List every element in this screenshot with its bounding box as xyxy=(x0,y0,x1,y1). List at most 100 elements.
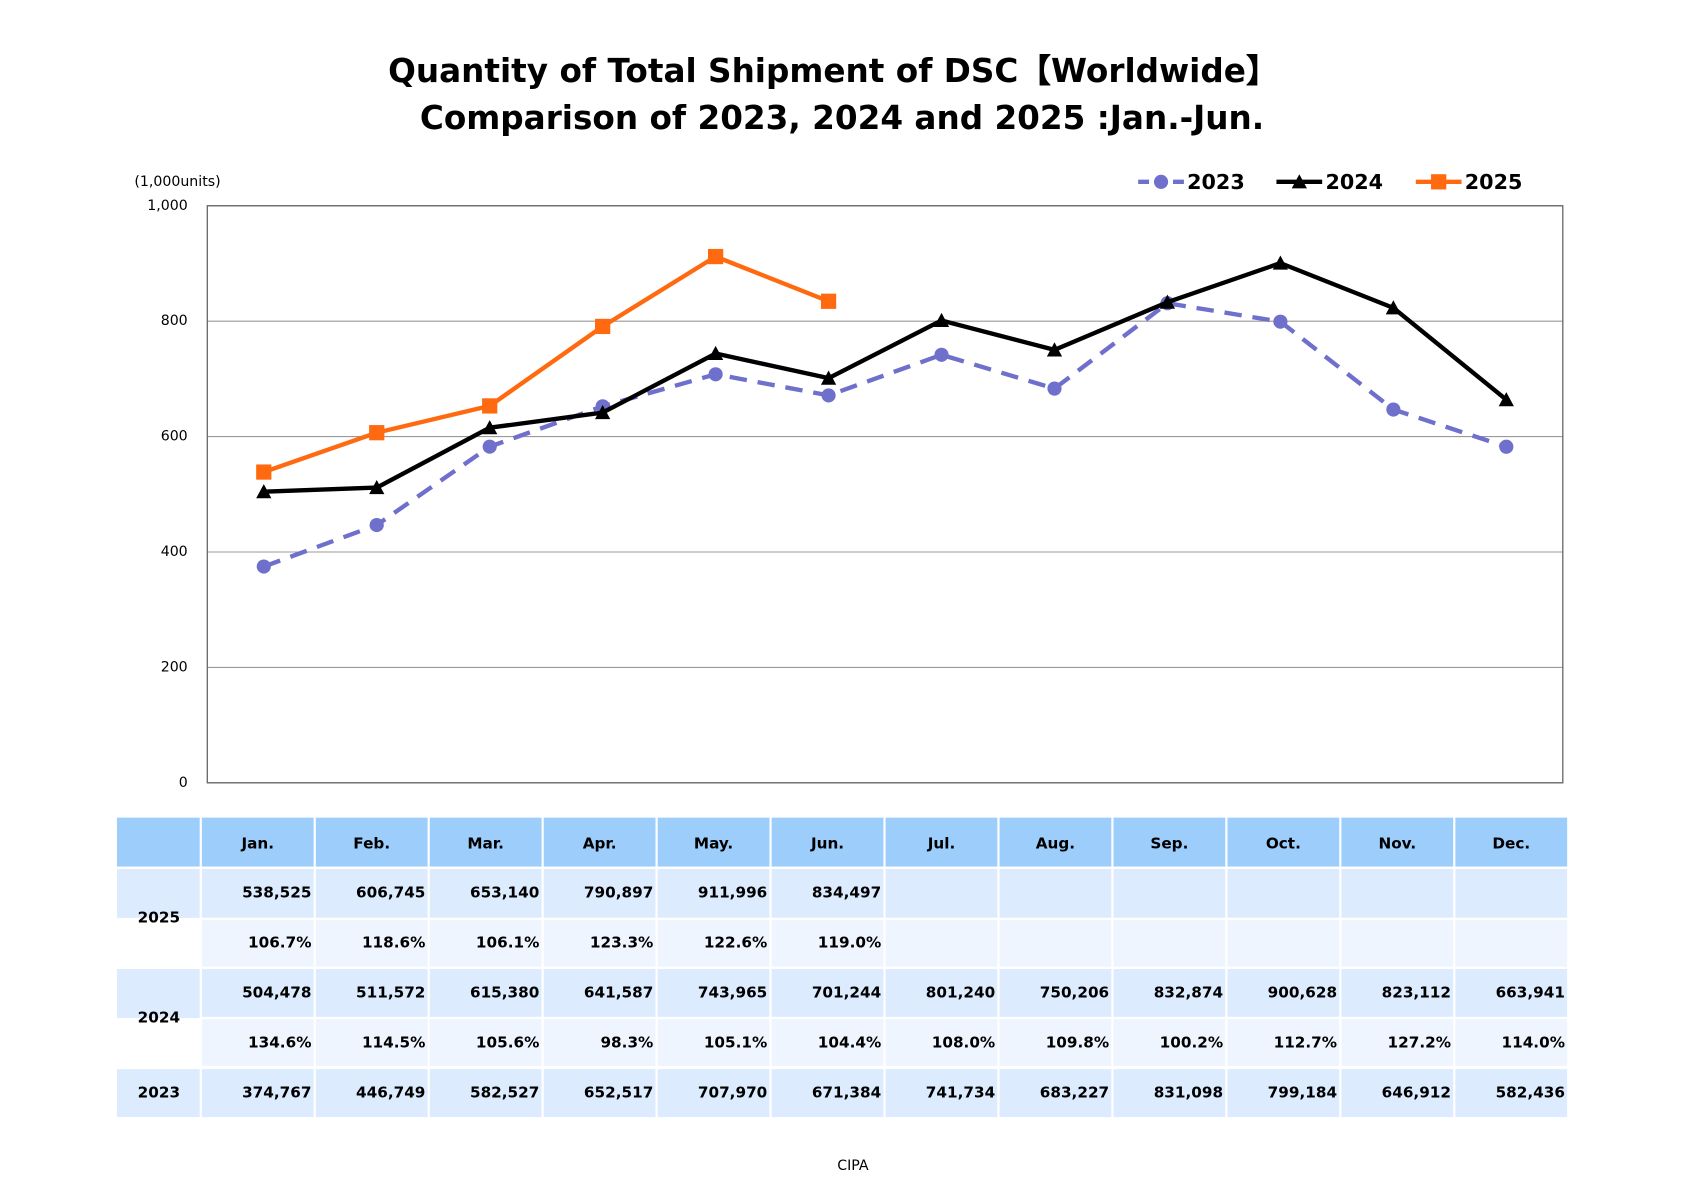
marker xyxy=(1153,174,1169,189)
marker xyxy=(707,345,724,361)
marker xyxy=(1291,174,1307,189)
table-header: Jan. xyxy=(240,834,274,852)
table-header: Dec. xyxy=(1492,834,1530,852)
table-value: 832,874 xyxy=(1154,983,1223,1001)
series-line xyxy=(263,254,830,475)
marker xyxy=(256,464,272,480)
marker xyxy=(369,517,384,533)
y-tick-label: 200 xyxy=(161,659,188,675)
table-value: 834,497 xyxy=(812,883,881,901)
marker xyxy=(1386,402,1401,417)
y-tick-label: 800 xyxy=(161,313,188,329)
table-value: 900,628 xyxy=(1268,983,1337,1001)
table-header: Feb. xyxy=(353,834,390,852)
table-value: 707,970 xyxy=(698,1084,767,1102)
chart-title: Quantity of Total Shipment of DSC【Worldw… xyxy=(388,52,1278,90)
y-axis-label: (1,000units) xyxy=(134,174,220,190)
marker xyxy=(1272,255,1289,270)
table-value: 653,140 xyxy=(470,883,539,901)
marker xyxy=(256,484,272,499)
table-value: 750,206 xyxy=(1040,983,1109,1001)
table-header: Sep. xyxy=(1150,834,1188,852)
chart-subtitle: Comparison of 2023, 2024 and 2025 :Jan.-… xyxy=(420,99,1264,137)
y-tick-label: 400 xyxy=(161,544,188,560)
table-ratio: 127.2% xyxy=(1388,1034,1451,1052)
table-ratio: 112.7% xyxy=(1274,1034,1337,1052)
table-row-header: 2024 xyxy=(138,1008,180,1026)
marker xyxy=(1046,342,1063,357)
table-ratio: 122.6% xyxy=(704,933,767,951)
table-value: 823,112 xyxy=(1382,983,1451,1001)
table-header-bg xyxy=(116,817,1569,867)
table-header: May. xyxy=(694,834,733,852)
table-ratio: 100.2% xyxy=(1160,1034,1223,1052)
legend-label: 2024 xyxy=(1325,170,1383,194)
table-ratio: 104.4% xyxy=(818,1034,881,1052)
table-value: 671,384 xyxy=(812,1084,881,1102)
table-ratio: 114.5% xyxy=(362,1034,425,1052)
marker xyxy=(256,559,271,574)
marker xyxy=(482,420,498,435)
table-value: 790,897 xyxy=(584,883,653,901)
marker xyxy=(1273,314,1288,329)
table-header: Mar. xyxy=(467,834,504,852)
table-value: 652,517 xyxy=(584,1084,653,1102)
marker xyxy=(933,312,950,327)
y-tick-label: 0 xyxy=(179,775,188,791)
table-row-bg xyxy=(116,1069,1569,1118)
marker xyxy=(369,425,385,441)
table-value: 741,734 xyxy=(926,1084,995,1102)
table-ratio: 108.0% xyxy=(932,1034,995,1052)
table-value: 683,227 xyxy=(1040,1084,1109,1102)
y-tick-label: 1,000 xyxy=(147,198,187,214)
table-value: 831,098 xyxy=(1154,1084,1223,1102)
table-value: 511,572 xyxy=(356,983,425,1001)
table-row-header: 2023 xyxy=(138,1084,180,1102)
marker xyxy=(595,404,611,420)
plot-border xyxy=(206,205,1564,784)
table-header: Nov. xyxy=(1378,834,1416,852)
table-value: 801,240 xyxy=(926,983,995,1001)
table-ratio: 105.1% xyxy=(704,1034,767,1052)
table-ratio: 134.6% xyxy=(248,1034,311,1052)
y-tick-label: 600 xyxy=(161,429,188,445)
marker xyxy=(934,347,949,362)
table-ratio: 105.6% xyxy=(476,1034,539,1052)
table-value: 641,587 xyxy=(584,983,653,1001)
table-value: 446,749 xyxy=(356,1084,425,1102)
marker xyxy=(1159,294,1176,309)
table-row-header: 2025 xyxy=(138,908,180,926)
table-value: 663,941 xyxy=(1496,983,1565,1001)
table-ratio: 106.1% xyxy=(476,933,539,951)
marker xyxy=(369,479,385,495)
table-value: 911,996 xyxy=(698,883,767,901)
source: CIPA xyxy=(837,1158,869,1174)
table-ratio: 119.0% xyxy=(818,933,881,951)
marker xyxy=(1431,174,1447,190)
table-value: 799,184 xyxy=(1268,1084,1337,1102)
table-ratio: 106.7% xyxy=(248,933,311,951)
table-ratio: 114.0% xyxy=(1502,1034,1565,1052)
legend-label: 2025 xyxy=(1465,170,1523,194)
series-line xyxy=(263,301,1508,569)
table-value: 615,380 xyxy=(470,983,539,1001)
marker xyxy=(1047,381,1062,396)
table-value: 646,912 xyxy=(1382,1084,1451,1102)
table-value: 606,745 xyxy=(356,883,425,901)
table-value: 743,965 xyxy=(698,983,767,1001)
marker xyxy=(820,293,837,309)
legend-label: 2023 xyxy=(1187,170,1245,194)
marker xyxy=(482,398,498,414)
table-value: 538,525 xyxy=(242,883,311,901)
marker xyxy=(595,318,611,335)
table-header: Apr. xyxy=(583,834,617,852)
marker xyxy=(1498,392,1514,407)
series-line xyxy=(263,260,1508,494)
marker xyxy=(821,388,836,403)
table-header: Oct. xyxy=(1266,834,1301,852)
table-row-bg xyxy=(116,968,1569,1018)
table-ratio: 123.3% xyxy=(590,933,653,951)
table-header: Aug. xyxy=(1036,834,1075,852)
marker xyxy=(1499,439,1514,454)
